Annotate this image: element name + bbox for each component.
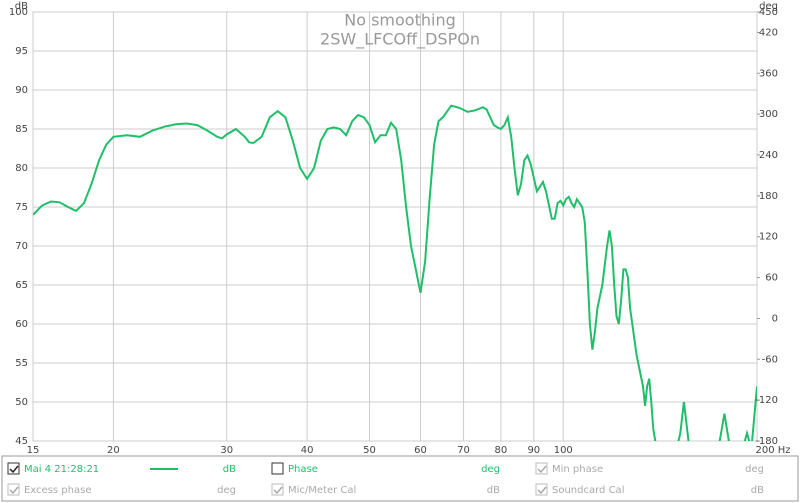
trace-label: Min phase [552, 464, 603, 475]
y-tick-label: 90 [15, 85, 28, 96]
checkbox [271, 483, 284, 496]
y-tick-label: 95 [15, 46, 28, 57]
y-tick-label: 60 [15, 319, 28, 330]
y2-tick-label: 360 [759, 68, 778, 79]
x-tick-label: 20 [107, 445, 120, 456]
checkbox [535, 483, 548, 496]
y-tick-label: 100 [9, 7, 28, 18]
y-axis-label: dB [15, 1, 28, 12]
x-tick-label: 80 [495, 445, 508, 456]
y2-tick-label: -60 [762, 354, 778, 365]
data-line [33, 104, 757, 441]
x-tick-label: 40 [301, 445, 314, 456]
trace-panel [1, 455, 799, 502]
chart-subtitle: 2SW_LFCOff_DSPOn [320, 30, 480, 50]
trace-label: Mic/Meter Cal [288, 485, 356, 496]
y2-tick-label: 240 [759, 150, 778, 161]
y2-tick-label: 180 [759, 191, 778, 202]
chart-title: No smoothing [344, 11, 456, 30]
y-tick-label: 85 [15, 124, 28, 135]
y2-tick-label: 420 [759, 27, 778, 38]
y-tick-label: 80 [15, 163, 28, 174]
y2-tick-label: -180 [755, 436, 778, 447]
trace-unit: dB [487, 485, 500, 496]
checkbox[interactable] [271, 462, 284, 475]
trace-label: Soundcard Cal [552, 485, 624, 496]
trace-label: Excess phase [24, 485, 92, 496]
trace-unit: dB [223, 464, 236, 475]
x-tick-label: 90 [527, 445, 540, 456]
checkmark [537, 486, 547, 495]
checkbox[interactable] [7, 462, 20, 475]
x-tick-label: 50 [363, 445, 376, 456]
x-tick-label: 60 [414, 445, 427, 456]
checkmark [9, 486, 19, 495]
y2-tick-label: 60 [765, 273, 778, 284]
y-tick-label: 45 [15, 436, 28, 447]
y2-tick-label: 450 [759, 7, 778, 18]
y-tick-label: 50 [15, 397, 28, 408]
y2-tick-label: 120 [759, 232, 778, 243]
x-tick-label: 200 Hz [755, 445, 790, 456]
x-tick-label: 30 [220, 445, 233, 456]
y2-tick-label: 0 [772, 313, 778, 324]
y-tick-label: 75 [15, 202, 28, 213]
checkmark [273, 486, 283, 495]
trace-label: Mai 4 21:28:21 [24, 464, 99, 475]
y2-tick-label: 300 [759, 109, 778, 120]
trace-unit: deg [745, 464, 764, 475]
y-tick-label: 70 [15, 241, 28, 252]
checkbox [7, 483, 20, 496]
y2-tick-label: -120 [755, 395, 778, 406]
trace-label: Phase [288, 464, 318, 475]
trace-unit: dB [751, 485, 764, 496]
x-tick-label: 15 [27, 445, 40, 456]
trace-unit: deg [481, 464, 500, 475]
checkbox [535, 462, 548, 475]
trace-unit: deg [217, 485, 236, 496]
y-tick-label: 65 [15, 280, 28, 291]
y-tick-label: 55 [15, 358, 28, 369]
x-tick-label: 70 [457, 445, 470, 456]
x-tick-label: 100 [554, 445, 573, 456]
checkmark [537, 465, 547, 474]
checkmark [9, 465, 19, 474]
y2-axis-label: deg [759, 1, 778, 12]
plot-area [32, 11, 758, 442]
